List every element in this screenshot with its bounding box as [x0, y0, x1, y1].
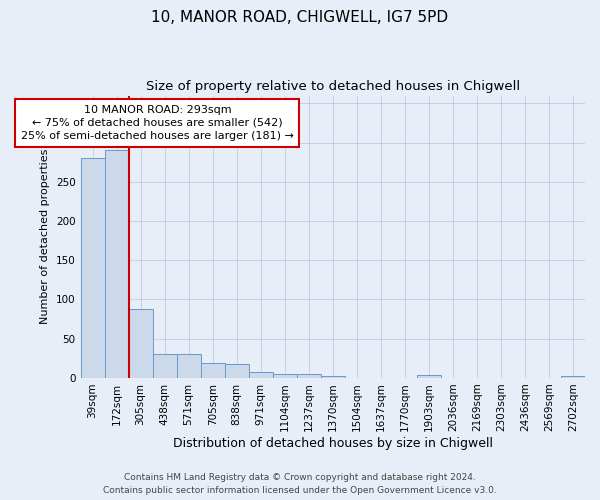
- Bar: [417, 376, 441, 378]
- Bar: [273, 374, 297, 378]
- Text: 10 MANOR ROAD: 293sqm
← 75% of detached houses are smaller (542)
25% of semi-det: 10 MANOR ROAD: 293sqm ← 75% of detached …: [21, 105, 294, 141]
- Bar: [152, 354, 176, 378]
- Bar: [200, 363, 225, 378]
- Bar: [80, 158, 104, 378]
- Bar: [104, 150, 128, 378]
- X-axis label: Distribution of detached houses by size in Chigwell: Distribution of detached houses by size …: [173, 437, 493, 450]
- Text: Contains HM Land Registry data © Crown copyright and database right 2024.
Contai: Contains HM Land Registry data © Crown c…: [103, 474, 497, 495]
- Bar: [225, 364, 249, 378]
- Bar: [128, 309, 152, 378]
- Title: Size of property relative to detached houses in Chigwell: Size of property relative to detached ho…: [146, 80, 520, 93]
- Bar: [176, 354, 200, 378]
- Bar: [561, 376, 585, 378]
- Text: 10, MANOR ROAD, CHIGWELL, IG7 5PD: 10, MANOR ROAD, CHIGWELL, IG7 5PD: [151, 10, 449, 25]
- Bar: [297, 374, 321, 378]
- Y-axis label: Number of detached properties: Number of detached properties: [40, 149, 50, 324]
- Bar: [321, 376, 345, 378]
- Bar: [249, 372, 273, 378]
